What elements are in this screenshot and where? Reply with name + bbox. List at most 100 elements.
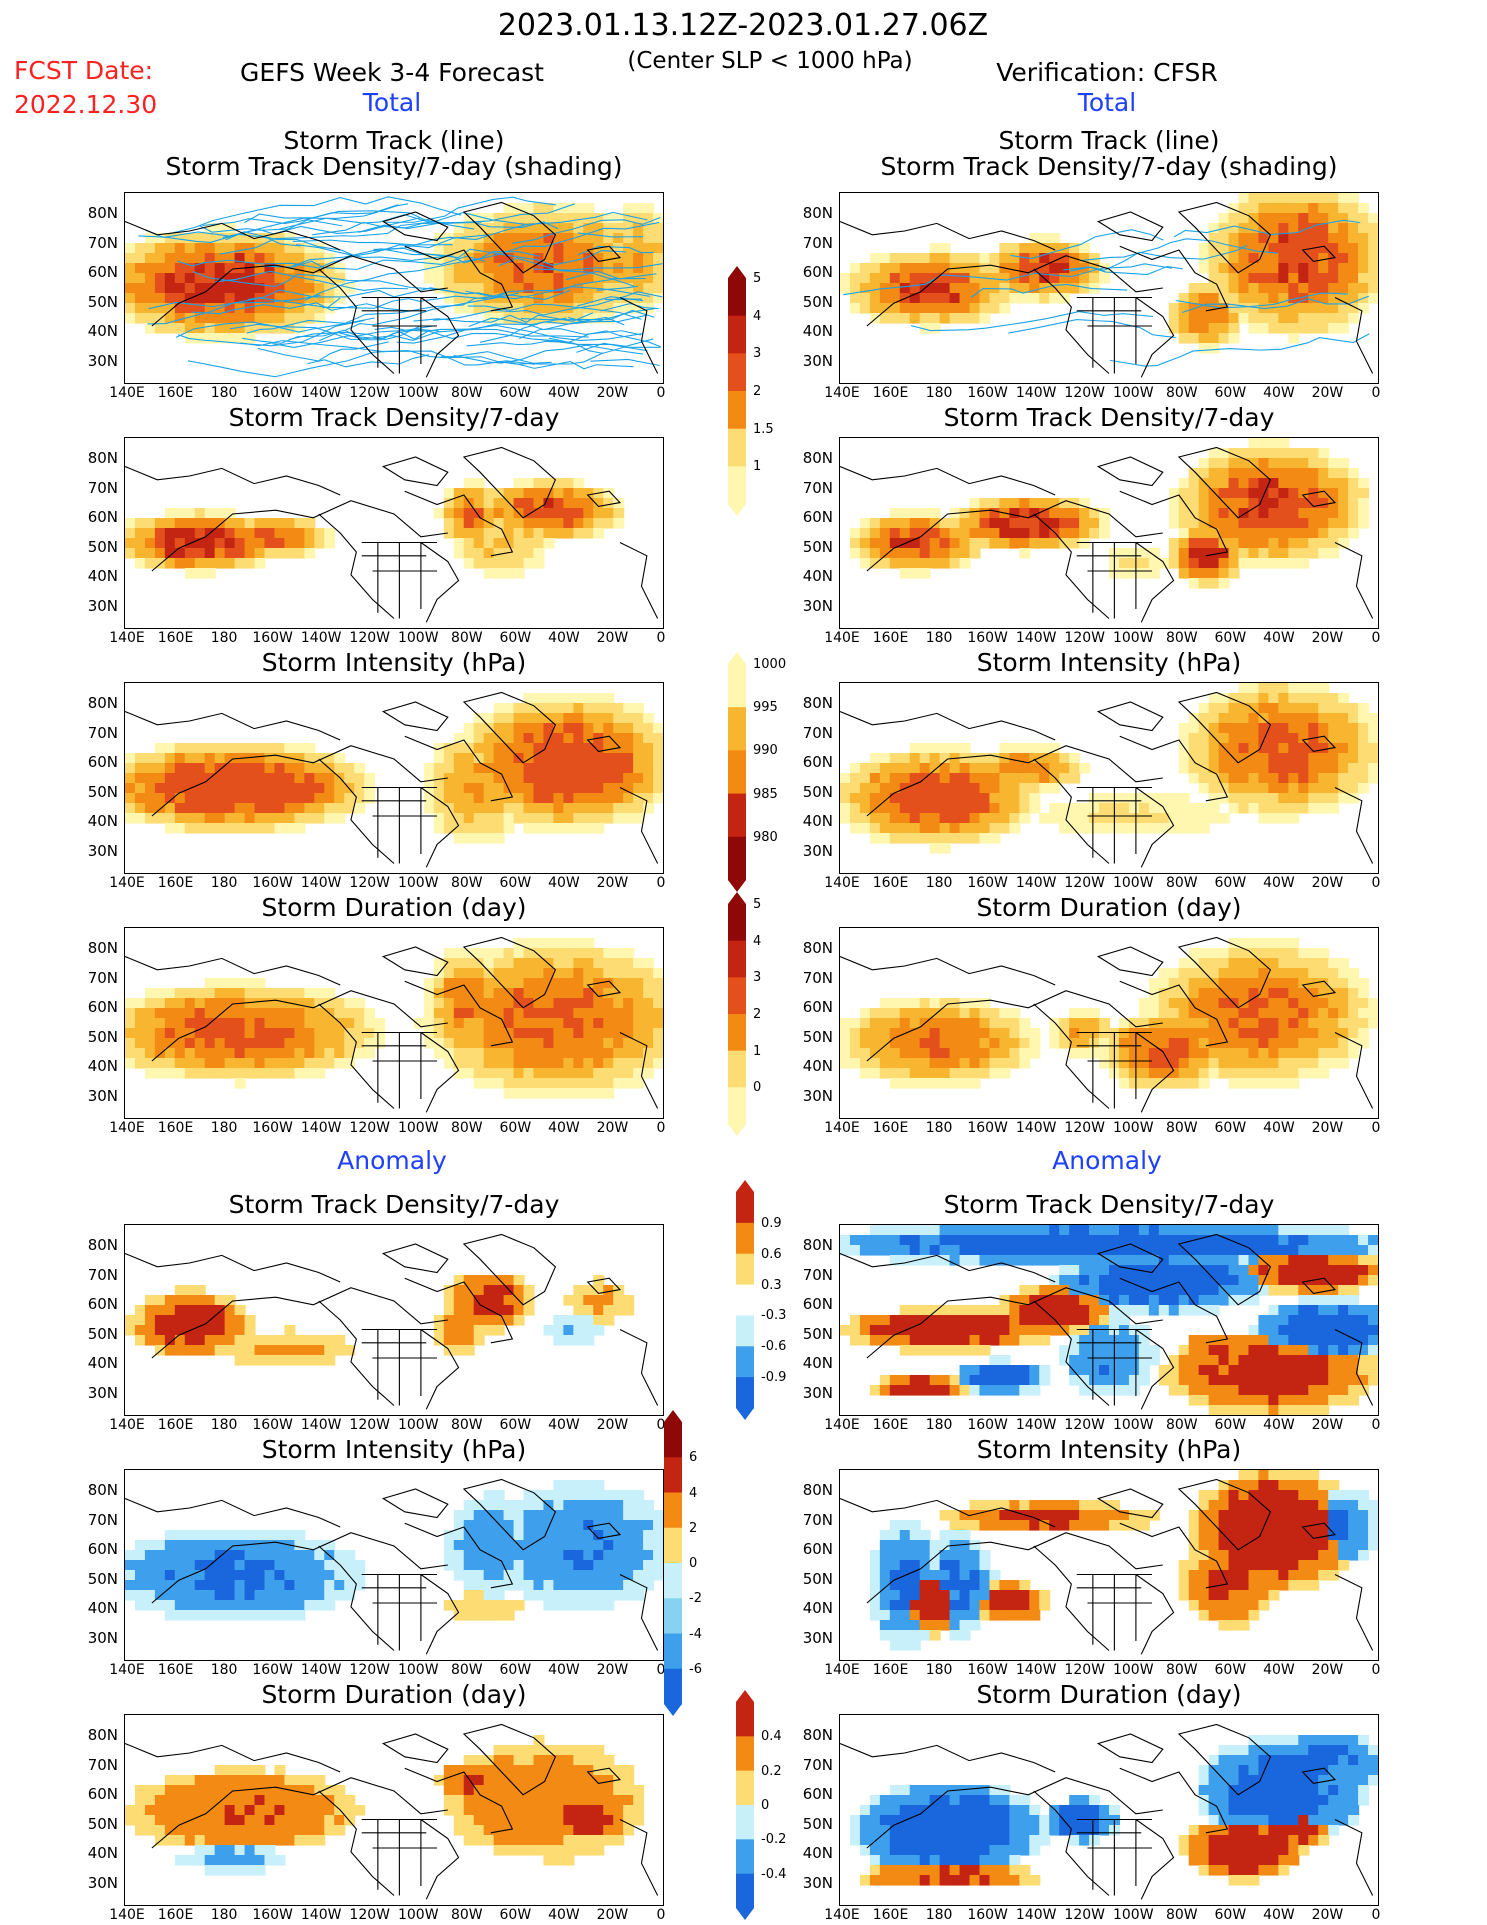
shading-cell [254, 323, 266, 334]
shading-cell [1248, 283, 1260, 294]
shading-cell [433, 1018, 445, 1029]
shading-cell [929, 1315, 941, 1326]
shading-cell [543, 753, 555, 764]
shading-cell [1168, 323, 1180, 334]
shading-cell [493, 558, 505, 569]
shading-cell [264, 753, 276, 764]
shading-cell [1198, 1008, 1210, 1019]
shading-cell [164, 1540, 176, 1551]
shading-cell [134, 283, 147, 294]
shading-cell [959, 753, 971, 764]
shading-cell [503, 1068, 515, 1079]
shading-cell [134, 803, 147, 814]
shading-cell [919, 1385, 931, 1396]
shading-cell [889, 1235, 901, 1246]
shading-cell [949, 1008, 961, 1019]
shading-cell [523, 478, 535, 489]
shading-cell [1348, 1038, 1360, 1049]
shading-cell [264, 293, 276, 304]
shading-cell [1288, 458, 1300, 469]
shading-cell [899, 508, 911, 519]
shading-cell [224, 528, 236, 539]
shading-cell [224, 773, 236, 784]
shading-cell [1079, 1375, 1091, 1386]
shading-cell [1228, 223, 1240, 234]
shading-cell [889, 783, 901, 794]
shading-cell [653, 988, 663, 999]
shading-cell [1318, 1385, 1330, 1396]
coastlines [125, 448, 658, 623]
shading-cell [1318, 518, 1330, 529]
shading-cell [1188, 723, 1200, 734]
shading-cell [254, 743, 266, 754]
shading-cell [214, 753, 226, 764]
shading-cell [443, 1335, 455, 1346]
shading-cell [294, 1068, 306, 1079]
shading-cell [503, 528, 515, 539]
shading-cell [969, 313, 981, 324]
shading-cell [543, 773, 555, 784]
shading-cell [1268, 1245, 1280, 1256]
shading-cell [929, 763, 941, 774]
shading-cell [1308, 988, 1320, 999]
shading-cell [633, 1490, 645, 1501]
shading-cell [543, 263, 555, 274]
shading-cell [1308, 1315, 1320, 1326]
shading-cell [593, 508, 605, 519]
shading-cell [1168, 548, 1180, 559]
shading-cell [949, 1068, 961, 1079]
shading-cell [1099, 1355, 1111, 1366]
shading-cell [1099, 1335, 1111, 1346]
shading-cell [523, 212, 535, 224]
shading-cell [959, 1068, 971, 1079]
shading-cell [244, 1008, 256, 1019]
shading-cell [463, 1048, 475, 1059]
shading-cell [1178, 568, 1190, 579]
shading-cell [999, 1335, 1011, 1346]
shading-cell [164, 263, 176, 274]
shading-cell [909, 293, 921, 304]
shading-cell [1228, 233, 1240, 244]
shading-cell [929, 1058, 941, 1069]
shading-cell [274, 1530, 286, 1541]
shading-cell [1089, 1028, 1101, 1039]
shading-cell [1298, 743, 1310, 754]
shading-cell [453, 1058, 465, 1069]
shading-cell [603, 1038, 615, 1049]
shading-cell [154, 1018, 166, 1029]
shading-cell [989, 1355, 1001, 1366]
shading-cell [1039, 753, 1051, 764]
shading-cell [1308, 458, 1320, 469]
shading-cell [523, 703, 535, 714]
shading-cell [1228, 1375, 1240, 1386]
shading-cell [234, 783, 246, 794]
shading-cell [939, 558, 951, 569]
shading-cell [1128, 1285, 1140, 1296]
shading-cell [1258, 1048, 1270, 1059]
shading-cell [1368, 1008, 1378, 1019]
shading-cell [194, 293, 206, 304]
shading-cell [473, 1275, 485, 1286]
shading-cell [1308, 498, 1320, 509]
shading-cell [443, 283, 455, 294]
lon-label: 100W [1112, 1120, 1154, 1136]
lon-label: 160E [872, 875, 909, 891]
shading-cell [633, 1048, 645, 1059]
shading-cell [493, 252, 505, 264]
shading-cell [1009, 538, 1021, 549]
lon-label: 160W [252, 875, 293, 891]
shading-cell [879, 548, 891, 559]
shading-cell [224, 283, 236, 294]
shading-cell [553, 998, 565, 1009]
shading-cell [1358, 703, 1370, 714]
shading-cell [869, 1385, 881, 1396]
shading-cell [1208, 458, 1220, 469]
shading-cell [543, 813, 555, 824]
shading-cell [563, 1078, 575, 1089]
shading-cell [1059, 1038, 1071, 1049]
shading-cell [949, 1335, 961, 1346]
shading-cell [1198, 1295, 1210, 1306]
shading-cell [1218, 693, 1230, 704]
shading-cell [939, 1068, 951, 1079]
shading-cell [553, 488, 565, 499]
